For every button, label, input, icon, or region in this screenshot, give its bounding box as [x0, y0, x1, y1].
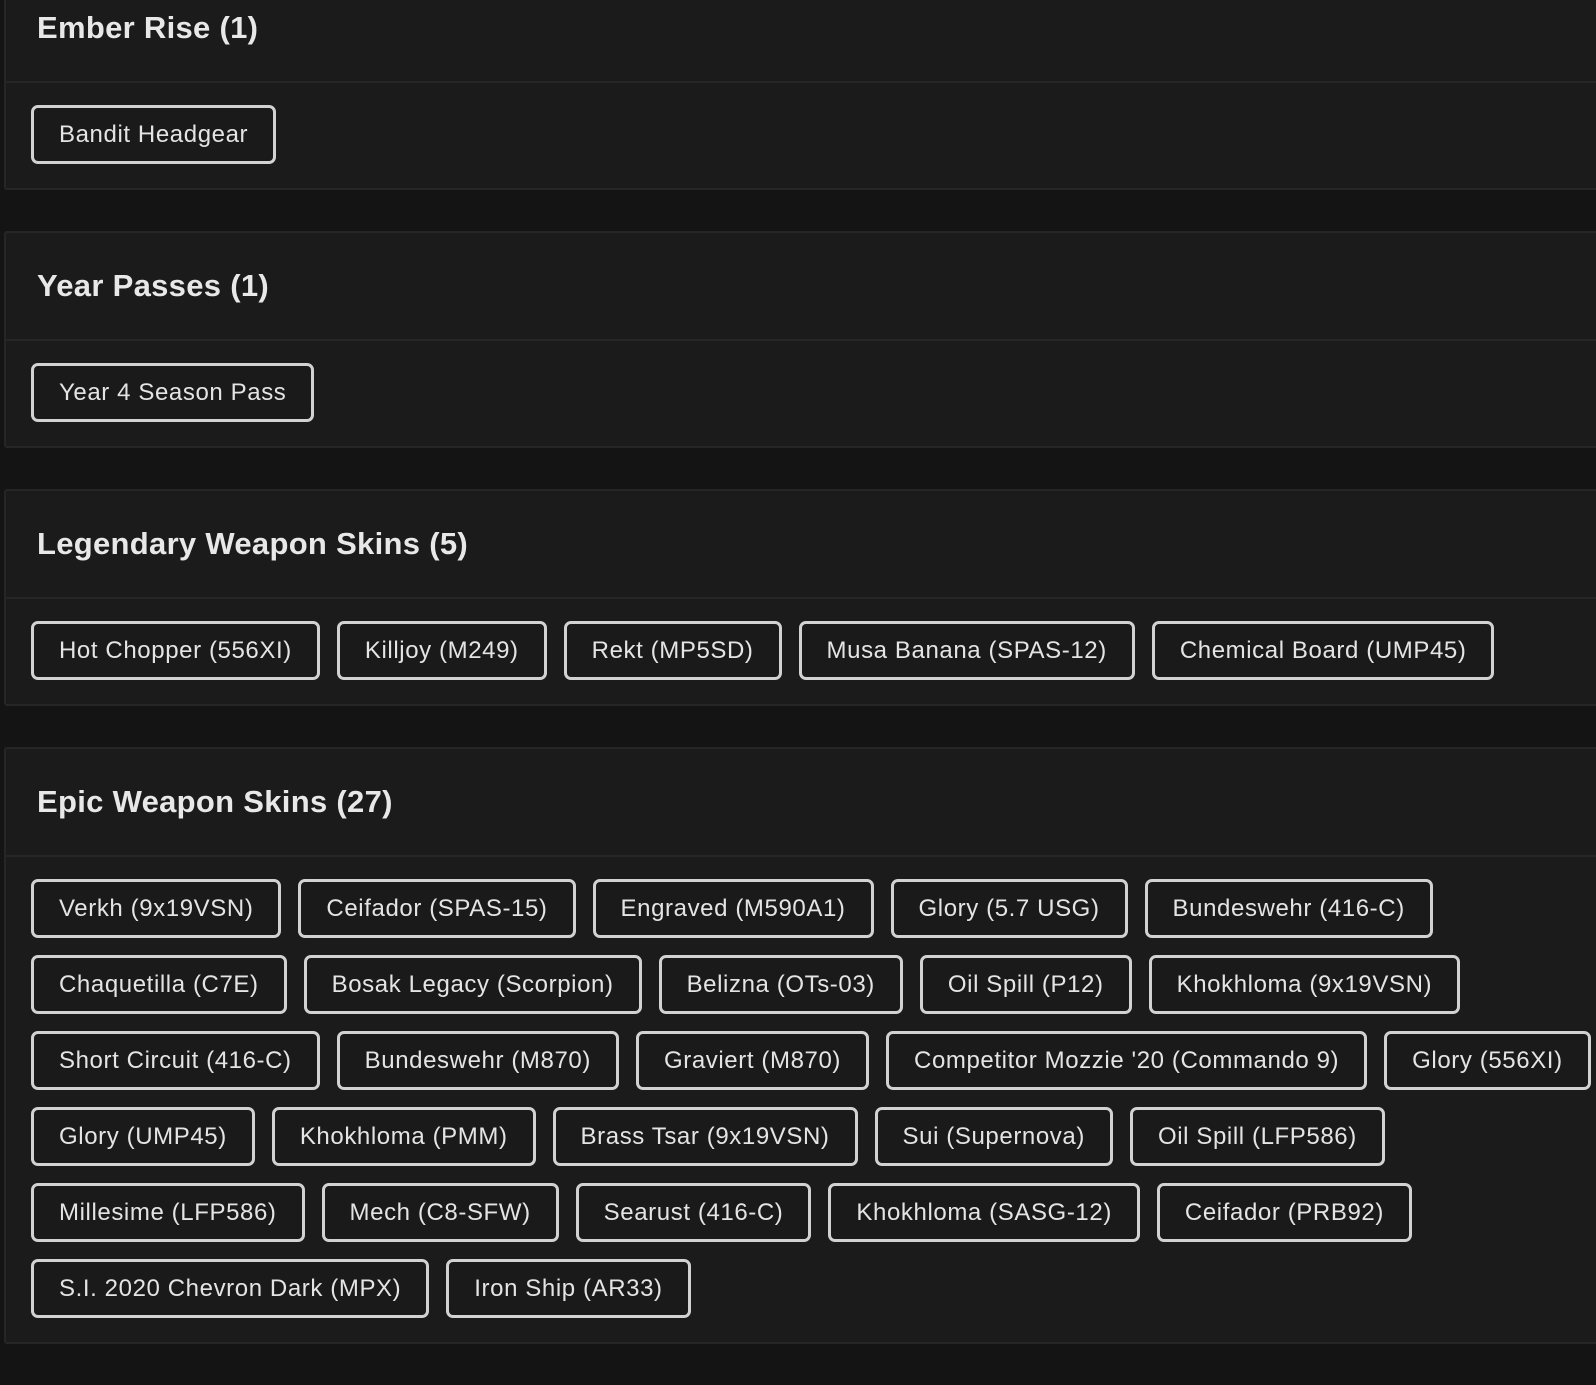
- inventory-sections: Ember Rise (1) Bandit Headgear Year Passes…: [4, 0, 1596, 1385]
- section-header: Ember Rise (1): [6, 0, 1596, 83]
- section-title: Legendary Weapon Skins (5): [37, 526, 468, 561]
- section-header: Epic Weapon Skins (27): [6, 749, 1596, 857]
- item-chip[interactable]: Chaquetilla (C7E): [31, 955, 287, 1014]
- item-chip[interactable]: Chemical Board (UMP45): [1151, 621, 1495, 680]
- item-chip[interactable]: Glory (556XI): [1384, 1031, 1591, 1090]
- item-chip[interactable]: Competitor Mozzie '20 (Commando 9): [886, 1031, 1368, 1090]
- item-list: Year 4 Season Pass: [6, 341, 1596, 446]
- item-chip[interactable]: Ceifador (PRB92): [1156, 1183, 1412, 1242]
- section-title: Epic Weapon Skins (27): [37, 784, 393, 819]
- item-chip[interactable]: Mech (C8-SFW): [321, 1183, 559, 1242]
- item-chip[interactable]: Millesime (LFP586): [31, 1183, 305, 1242]
- item-chip[interactable]: Hot Chopper (556XI): [31, 621, 320, 680]
- item-chip[interactable]: Glory (UMP45): [31, 1107, 255, 1166]
- section-ember-rise: Ember Rise (1) Bandit Headgear: [4, 0, 1596, 190]
- item-chip[interactable]: Bundeswehr (416-C): [1144, 879, 1433, 938]
- section-header: Legendary Weapon Skins (5): [6, 491, 1596, 599]
- section-header: Year Passes (1): [6, 233, 1596, 341]
- item-chip[interactable]: S.I. 2020 Chevron Dark (MPX): [31, 1259, 430, 1318]
- item-chip[interactable]: Searust (416-C): [575, 1183, 812, 1242]
- item-chip[interactable]: Glory (5.7 USG): [890, 879, 1128, 938]
- item-chip[interactable]: Bandit Headgear: [31, 105, 277, 164]
- section-title: Ember Rise (1): [37, 10, 259, 45]
- item-chip[interactable]: Khokhloma (PMM): [271, 1107, 536, 1166]
- item-chip[interactable]: Bosak Legacy (Scorpion): [303, 955, 642, 1014]
- item-chip[interactable]: Iron Ship (AR33): [446, 1259, 691, 1318]
- section-title: Year Passes (1): [37, 268, 270, 303]
- item-chip[interactable]: Sui (Supernova): [874, 1107, 1113, 1166]
- item-chip[interactable]: Bundeswehr (M870): [336, 1031, 619, 1090]
- item-chip[interactable]: Graviert (M870): [635, 1031, 870, 1090]
- item-chip[interactable]: Brass Tsar (9x19VSN): [552, 1107, 858, 1166]
- section-epic-weapon-skins: Epic Weapon Skins (27) Verkh (9x19VSN) Cei…: [4, 747, 1596, 1344]
- item-chip[interactable]: Verkh (9x19VSN): [31, 879, 282, 938]
- item-chip[interactable]: Year 4 Season Pass: [31, 363, 315, 422]
- section-year-passes: Year Passes (1) Year 4 Season Pass: [4, 231, 1596, 448]
- item-chip[interactable]: Short Circuit (416-C): [31, 1031, 320, 1090]
- item-chip[interactable]: Rekt (MP5SD): [563, 621, 782, 680]
- item-list: Bandit Headgear: [6, 83, 1596, 188]
- item-chip[interactable]: Engraved (M590A1): [592, 879, 874, 938]
- item-list: Verkh (9x19VSN) Ceifador (SPAS-15) Engrave…: [6, 857, 1596, 1342]
- item-chip[interactable]: Khokhloma (SASG-12): [828, 1183, 1140, 1242]
- item-chip[interactable]: Khokhloma (9x19VSN): [1148, 955, 1461, 1014]
- section-legendary-weapon-skins: Legendary Weapon Skins (5) Hot Chopper (5…: [4, 489, 1596, 706]
- item-chip[interactable]: Killjoy (M249): [336, 621, 547, 680]
- item-chip[interactable]: Ceifador (SPAS-15): [298, 879, 576, 938]
- item-chip[interactable]: Oil Spill (LFP586): [1129, 1107, 1385, 1166]
- item-chip[interactable]: Belizna (OTs-03): [658, 955, 903, 1014]
- item-chip[interactable]: Oil Spill (P12): [919, 955, 1132, 1014]
- item-list: Hot Chopper (556XI) Killjoy (M249) Rekt (M…: [6, 599, 1596, 704]
- item-chip[interactable]: Musa Banana (SPAS-12): [798, 621, 1135, 680]
